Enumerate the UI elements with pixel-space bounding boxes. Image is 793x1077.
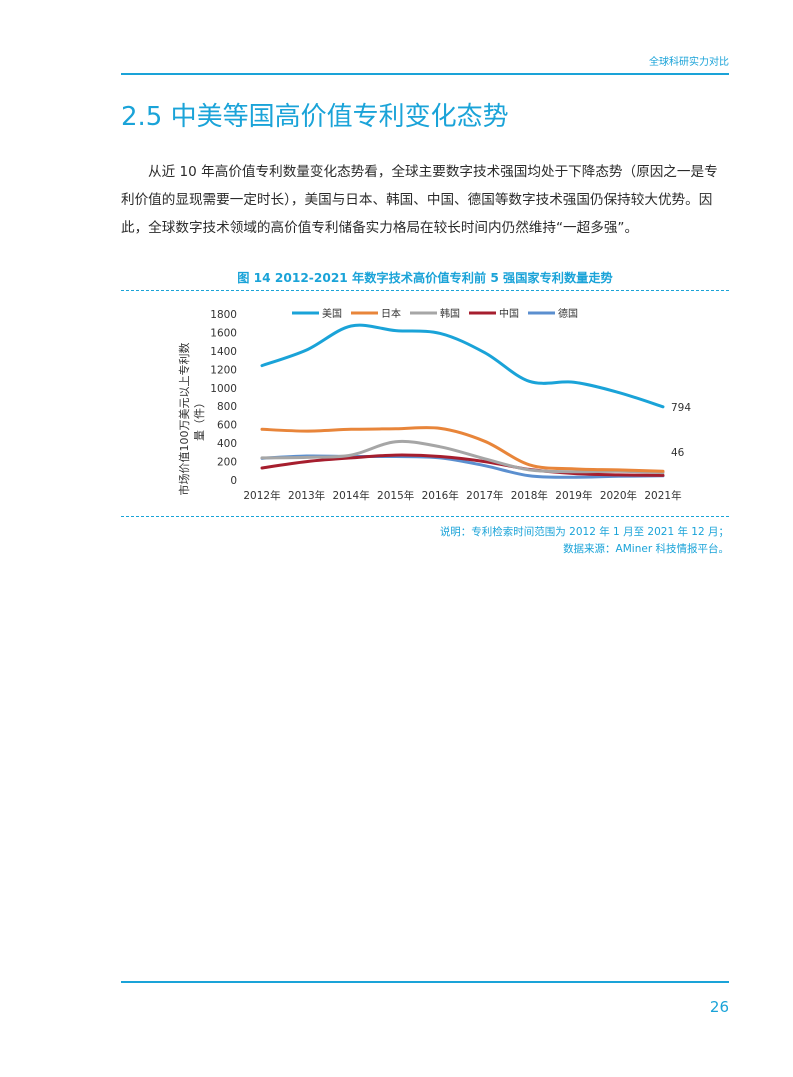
header-rule [121,73,729,75]
y-axis-label-line1: 市场价值100万美元以上专利数 [177,343,191,496]
page-number: 26 [709,998,729,1016]
x-tick-label: 2016年 [422,489,459,502]
x-tick-label: 2019年 [555,489,592,502]
legend-label-韩国: 韩国 [440,307,460,320]
data-label-美国: 794 [671,402,691,414]
y-tick-label: 0 [230,475,237,487]
x-tick-label: 2014年 [332,489,369,502]
x-tick-label: 2015年 [377,489,414,502]
y-axis-label-group: 市场价值100万美元以上专利数 量（件） [177,343,206,496]
series-line-韩国 [260,439,665,475]
figure-caption: 图 14 2012-2021 年数字技术高价值专利前 5 强国家专利数量走势 [237,271,613,285]
body-paragraph: 从近 10 年高价值专利数量变化态势看，全球主要数字技术强国均处于下降态势（原因… [121,164,718,236]
y-tick-label: 1000 [210,383,237,395]
data-label-德国: 46 [671,447,685,459]
figure-top-dashed-rule [121,290,729,291]
x-tick-label: 2012年 [243,489,280,502]
x-tick-label: 2017年 [466,489,503,502]
line-chart: 市场价值100万美元以上专利数 量（件） 0 200 400 600 800 1000 12… [177,307,691,502]
legend-label-中国: 中国 [499,307,519,320]
footer-rule [121,981,729,983]
x-tick-label: 2018年 [511,489,548,502]
section-title: 2.5 中美等国高价值专利变化态势 [121,102,509,132]
series-line-中国 [260,453,665,477]
figure-note-line1: 说明：专利检索时间范围为 2012 年 1 月至 2021 年 12 月； [439,526,729,538]
y-tick-label: 1200 [210,364,237,376]
x-tick-label: 2021年 [644,489,681,502]
y-tick-label: 1400 [210,346,237,358]
figure-bottom-dashed-rule [121,516,729,517]
series-line-美国 [260,323,665,409]
y-tick-label: 400 [217,438,237,450]
y-tick-label: 1800 [210,309,237,321]
series-line-日本 [260,426,665,473]
x-tick-label: 2013年 [288,489,325,502]
y-tick-label: 600 [217,420,237,432]
header-title: 全球科研实力对比 [649,57,729,68]
legend-label-德国: 德国 [558,307,578,320]
y-tick-label: 200 [217,457,237,469]
figure-note-line2: 数据来源：AMiner 科技情报平台。 [563,543,729,555]
y-tick-label: 1600 [210,327,237,339]
legend-label-美国: 美国 [322,307,342,320]
y-tick-label: 800 [217,401,237,413]
y-axis-label-line2: 量（件） [193,397,206,441]
legend-label-日本: 日本 [381,307,401,320]
x-tick-label: 2020年 [600,489,637,502]
